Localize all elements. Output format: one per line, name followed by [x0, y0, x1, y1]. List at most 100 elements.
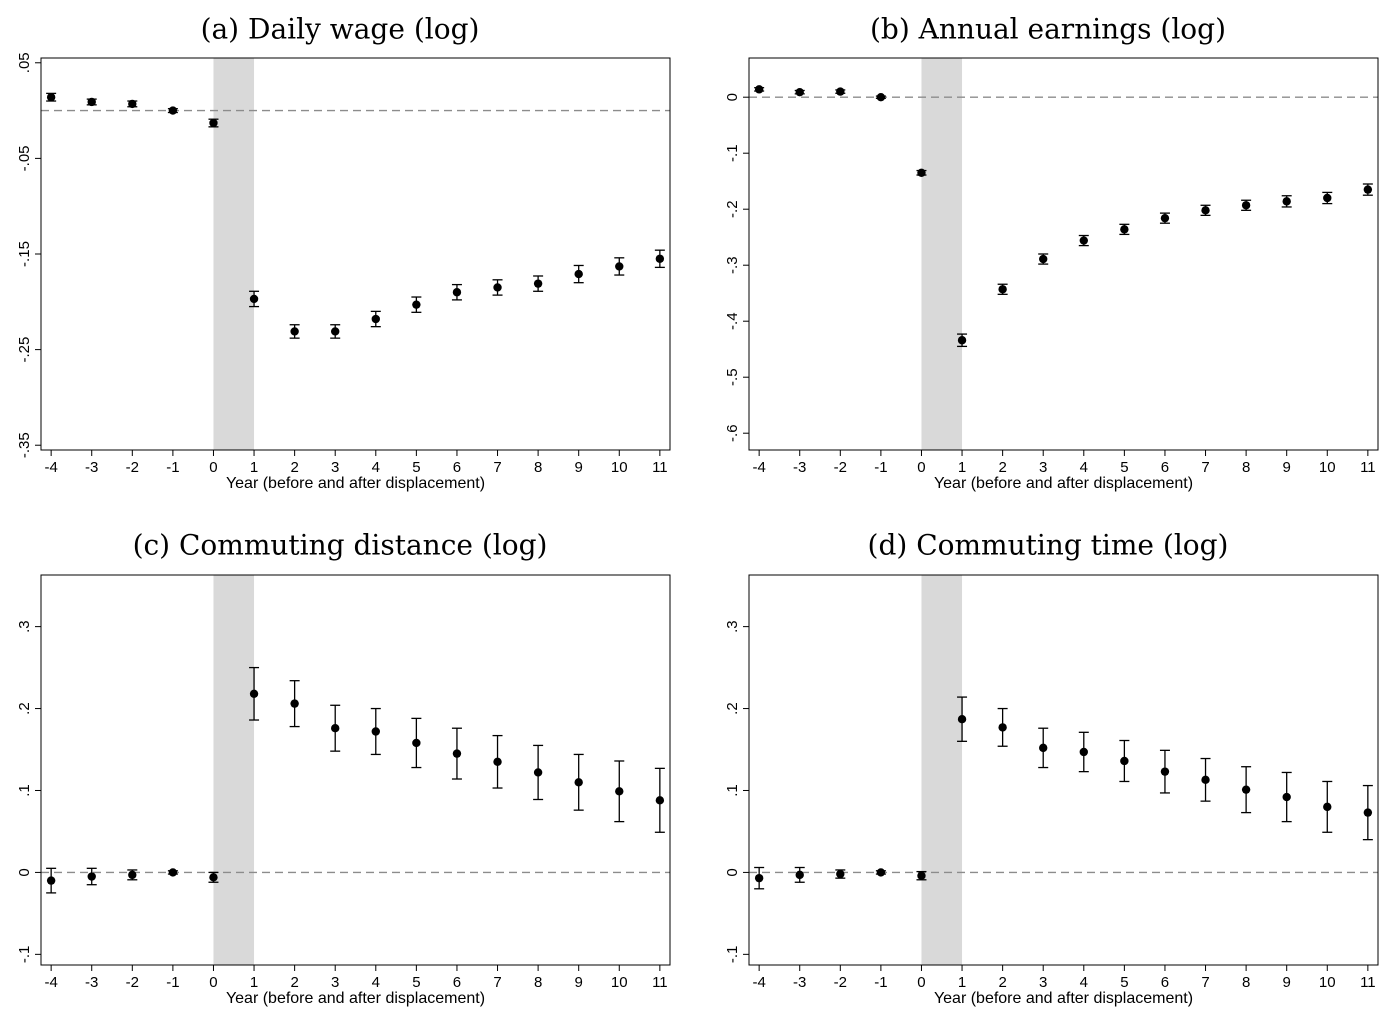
data-point — [533, 768, 543, 777]
data-point — [249, 294, 259, 304]
x-tick-label: 1 — [958, 974, 966, 991]
data-point — [493, 283, 502, 292]
x-tick-label: 10 — [1319, 974, 1336, 991]
x-axis-label: Year (before and after displacement) — [226, 475, 485, 492]
x-tick-label: 5 — [412, 459, 420, 476]
data-point — [1241, 201, 1251, 210]
data-point — [1039, 254, 1048, 264]
data-point — [1160, 213, 1170, 223]
y-tick-label: .1 — [724, 784, 741, 797]
data-point — [754, 85, 764, 94]
data-point — [836, 87, 845, 96]
y-tick-label: .3 — [724, 620, 741, 633]
plot-frame — [748, 57, 1379, 451]
x-tick-label: 7 — [1201, 974, 1209, 991]
y-tick-label: -.2 — [724, 200, 741, 218]
x-tick-label: 9 — [575, 459, 583, 476]
data-point — [533, 279, 543, 288]
data-point — [876, 868, 886, 877]
x-tick-label: 9 — [1283, 459, 1291, 476]
x-tick-label: 1 — [250, 459, 258, 476]
x-axis-label: Year (before and after displacement) — [934, 475, 1193, 492]
y-tick-label: -.1 — [724, 144, 741, 162]
x-tick-label: -1 — [166, 459, 179, 476]
data-point — [1282, 792, 1291, 802]
y-tick-label: -.5 — [724, 368, 741, 386]
y-tick-label: .3 — [16, 620, 33, 633]
x-tick-label: 4 — [1080, 974, 1088, 991]
data-point — [1363, 808, 1373, 817]
x-axis-label: Year (before and after displacement) — [226, 990, 485, 1007]
data-point — [957, 336, 967, 345]
data-point — [209, 873, 218, 882]
x-tick-label: -2 — [834, 459, 847, 476]
x-tick-label: -1 — [166, 974, 179, 991]
x-tick-label: 9 — [1283, 974, 1291, 991]
x-tick-label: 5 — [1120, 459, 1128, 476]
shaded-band — [921, 575, 963, 965]
data-point — [87, 97, 96, 107]
chart-panel-3: (c) Commuting distance (log) -4 -3 -2 -1 0 1 2 3… — [16, 529, 671, 1007]
data-point — [574, 778, 583, 787]
x-tick-label: -1 — [874, 459, 887, 476]
x-tick-label: 10 — [1319, 459, 1336, 476]
data-point — [998, 285, 1007, 294]
y-tick-label: .2 — [724, 702, 741, 715]
y-tick-label: .05 — [16, 52, 33, 73]
x-tick-label: 9 — [575, 974, 583, 991]
data-point — [1201, 206, 1210, 215]
x-tick-label: 7 — [493, 459, 501, 476]
y-tick-label: -.1 — [724, 946, 741, 964]
x-tick-label: 2 — [290, 974, 298, 991]
data-point — [1079, 236, 1088, 245]
chart-title: (b) Annual earnings (log) — [870, 13, 1226, 46]
x-tick-label: 2 — [998, 974, 1006, 991]
x-tick-label: 7 — [1201, 459, 1209, 476]
data-point — [168, 868, 178, 877]
data-point — [87, 872, 96, 881]
y-tick-label: -.1 — [16, 946, 33, 964]
x-tick-label: 1 — [958, 459, 966, 476]
shaded-band — [921, 58, 963, 450]
x-tick-label: 8 — [1242, 459, 1250, 476]
shaded-band — [213, 575, 255, 965]
x-tick-label: 6 — [453, 459, 461, 476]
x-tick-label: 11 — [652, 459, 668, 476]
x-tick-label: 3 — [1039, 459, 1047, 476]
plot-frame — [40, 574, 671, 966]
data-point — [493, 757, 502, 767]
x-tick-label: -2 — [126, 974, 139, 991]
data-point — [1282, 197, 1291, 206]
x-tick-label: 8 — [534, 459, 542, 476]
x-tick-label: 6 — [1161, 459, 1169, 476]
data-point — [1241, 785, 1251, 794]
data-point — [876, 93, 886, 102]
y-tick-label: -.6 — [724, 424, 741, 442]
data-point — [754, 873, 764, 883]
x-tick-label: 6 — [1161, 974, 1169, 991]
data-point — [1323, 802, 1332, 812]
chart-panel-4: (d) Commuting time (log) -4 -3 -2 -1 0 1 2 3 4 5 6 7… — [724, 529, 1379, 1007]
data-point — [452, 749, 462, 758]
x-tick-label: 7 — [493, 974, 501, 991]
plot-frame — [40, 57, 671, 451]
x-tick-label: 11 — [1360, 459, 1376, 476]
data-point — [615, 262, 624, 271]
data-point — [331, 724, 340, 733]
data-point — [290, 327, 299, 336]
x-tick-label: 3 — [331, 459, 339, 476]
x-tick-label: 2 — [998, 459, 1006, 476]
x-tick-label: 5 — [412, 974, 420, 991]
x-tick-label: 10 — [611, 459, 628, 476]
data-point — [1363, 185, 1373, 194]
data-point — [1201, 775, 1210, 785]
x-tick-label: -1 — [874, 974, 887, 991]
data-point — [128, 99, 137, 109]
y-tick-label: -.3 — [724, 256, 741, 274]
y-tick-label: 0 — [724, 93, 741, 101]
x-tick-label: -2 — [834, 974, 847, 991]
data-point — [655, 254, 665, 263]
data-point — [998, 723, 1007, 732]
chart-title: (d) Commuting time (log) — [868, 529, 1229, 562]
